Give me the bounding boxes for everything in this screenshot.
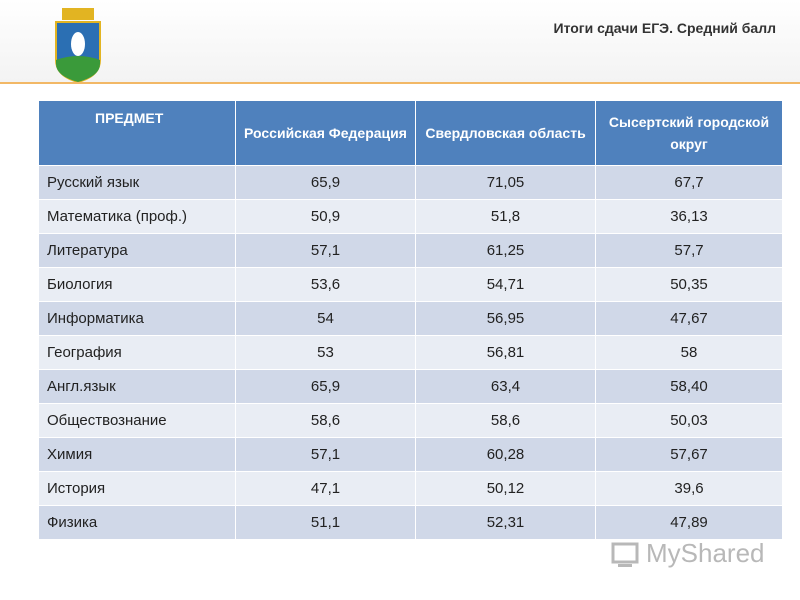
table-row: Литература 57,1 61,25 57,7 (38, 233, 783, 268)
subject-cell: Химия (38, 437, 236, 472)
table-row: Англ.язык 65,9 63,4 58,40 (38, 369, 783, 404)
table-row: Химия 57,1 60,28 57,67 (38, 437, 783, 472)
score-cell: 53 (235, 335, 416, 370)
subject-cell: Англ.язык (38, 369, 236, 404)
score-cell: 60,28 (415, 437, 596, 472)
ground (56, 56, 100, 82)
score-cell: 56,81 (415, 335, 596, 370)
subject-cell: Литература (38, 233, 236, 268)
score-cell: 47,1 (235, 471, 416, 506)
score-cell: 50,35 (595, 267, 783, 302)
table-row: Обществознание 58,6 58,6 50,03 (38, 403, 783, 438)
score-cell: 54 (235, 301, 416, 336)
column-header: Свердловская область (415, 100, 596, 166)
watermark-text: MyShared (646, 538, 765, 568)
score-cell: 39,6 (595, 471, 783, 506)
score-cell: 50,12 (415, 471, 596, 506)
table-row: Информатика 54 56,95 47,67 (38, 301, 783, 336)
subject-cell: Биология (38, 267, 236, 302)
score-cell: 58,6 (415, 403, 596, 438)
score-cell: 58,40 (595, 369, 783, 404)
table-row: Физика 51,1 52,31 47,89 (38, 505, 783, 540)
subject-cell: Информатика (38, 301, 236, 336)
score-cell: 58,6 (235, 403, 416, 438)
score-cell: 57,67 (595, 437, 783, 472)
score-cell: 63,4 (415, 369, 596, 404)
column-header: Сысертский городской округ (595, 100, 783, 166)
slide-title: Итоги сдачи ЕГЭ. Средний балл (553, 20, 776, 36)
score-cell: 50,9 (235, 199, 416, 234)
score-cell: 67,7 (595, 165, 783, 200)
watermark: MyShared (610, 538, 765, 569)
score-cell: 53,6 (235, 267, 416, 302)
table-row: Русский язык 65,9 71,05 67,7 (38, 165, 783, 200)
score-cell: 57,1 (235, 437, 416, 472)
score-cell: 56,95 (415, 301, 596, 336)
score-cell: 57,7 (595, 233, 783, 268)
score-cell: 51,1 (235, 505, 416, 540)
subject-cell: Физика (38, 505, 236, 540)
icon-frame (611, 542, 639, 564)
column-header: ПРЕДМЕТ (38, 100, 236, 166)
watermark-icon (611, 542, 639, 567)
score-cell: 57,1 (235, 233, 416, 268)
header-row: ПРЕДМЕТ Российская Федерация Свердловская … (38, 100, 783, 166)
score-cell: 71,05 (415, 165, 596, 200)
logo (55, 8, 101, 82)
score-cell: 47,89 (595, 505, 783, 540)
table-row: Биология 53,6 54,71 50,35 (38, 267, 783, 302)
score-cell: 52,31 (415, 505, 596, 540)
subject-cell: История (38, 471, 236, 506)
score-cell: 61,25 (415, 233, 596, 268)
table-row: История 47,1 50,12 39,6 (38, 471, 783, 506)
column-header: Российская Федерация (235, 100, 416, 166)
score-cell: 47,67 (595, 301, 783, 336)
subject-cell: Русский язык (38, 165, 236, 200)
results-table: ПРЕДМЕТ Российская Федерация Свердловская … (38, 100, 783, 540)
subject-cell: Обществознание (38, 403, 236, 438)
score-cell: 58 (595, 335, 783, 370)
table-row: География 53 56,81 58 (38, 335, 783, 370)
table-body: Русский язык 65,9 71,05 67,7 Математика (про… (38, 165, 783, 540)
score-cell: 54,71 (415, 267, 596, 302)
score-cell: 65,9 (235, 369, 416, 404)
table-row: Математика (проф.) 50,9 51,8 36,13 (38, 199, 783, 234)
subject-cell: Математика (проф.) (38, 199, 236, 234)
subject-cell: География (38, 335, 236, 370)
score-cell: 51,8 (415, 199, 596, 234)
score-cell: 50,03 (595, 403, 783, 438)
score-cell: 65,9 (235, 165, 416, 200)
bird (71, 32, 85, 56)
crown (62, 8, 94, 20)
icon-base (618, 564, 632, 567)
score-cell: 36,13 (595, 199, 783, 234)
header: Итоги сдачи ЕГЭ. Средний балл (0, 0, 800, 84)
